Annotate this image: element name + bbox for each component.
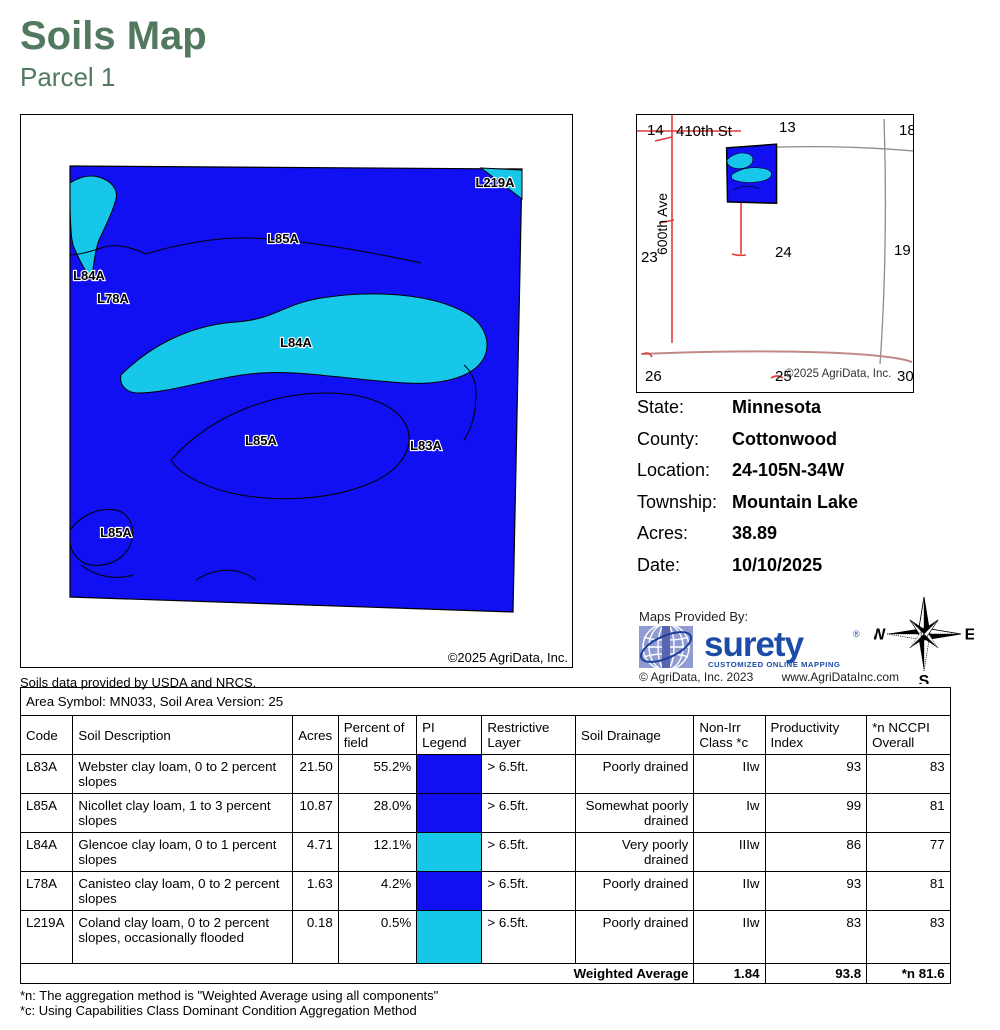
svg-text:©2025 AgriData, Inc.: ©2025 AgriData, Inc. [785, 368, 891, 380]
svg-text:410th St: 410th St [676, 123, 733, 140]
svg-text:®: ® [853, 629, 860, 639]
svg-text:N: N [918, 594, 930, 595]
svg-text:CUSTOMIZED ONLINE MAPPING: CUSTOMIZED ONLINE MAPPING [708, 660, 840, 668]
svg-text:L85A: L85A [245, 433, 277, 448]
svg-text:L84A: L84A [73, 268, 105, 283]
svg-text:30: 30 [897, 368, 914, 385]
svg-text:S: S [919, 673, 930, 684]
svg-text:26: 26 [645, 368, 662, 385]
svg-text:E: E [965, 627, 974, 644]
svg-text:18: 18 [899, 122, 914, 139]
svg-text:600th Ave: 600th Ave [654, 193, 670, 255]
svg-text:surety: surety [704, 626, 805, 664]
svg-text:L83A: L83A [410, 438, 442, 453]
svg-text:13: 13 [779, 119, 796, 136]
svg-text:L84A: L84A [280, 335, 312, 350]
svg-text:L85A: L85A [267, 231, 299, 246]
svg-text:L85A: L85A [100, 525, 132, 540]
svg-text:L219A: L219A [475, 175, 515, 190]
svg-text:19: 19 [894, 242, 911, 259]
svg-text:14: 14 [647, 122, 664, 139]
svg-text:W: W [874, 627, 886, 644]
svg-text:24: 24 [775, 244, 792, 261]
svg-text:L78A: L78A [97, 291, 129, 306]
